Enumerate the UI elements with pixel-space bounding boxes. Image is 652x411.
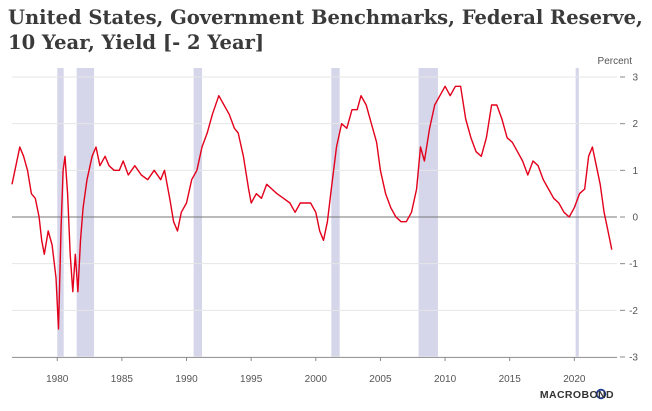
- y-axis-unit-label: Percent: [598, 56, 633, 67]
- recession-band-3: [193, 68, 203, 357]
- x-tick-label-1980: 1980: [46, 374, 69, 385]
- x-axis-ticks: 1980 1985 1990 1995 2000 2005 2010 2015 2020: [12, 357, 617, 385]
- recession-bands: [57, 68, 579, 357]
- chart-title-line-2: 10 Year, Yield [- 2 Year]: [8, 31, 265, 54]
- x-tick-label-2000: 2000: [305, 374, 328, 385]
- recession-band-4: [331, 68, 340, 357]
- recession-band-2: [76, 68, 95, 357]
- logo-text: MACROBOND: [540, 389, 614, 401]
- x-tick-label-2020: 2020: [563, 374, 586, 385]
- yield-spread-line: [11, 85, 613, 330]
- y-tick-label-0: 0: [632, 213, 638, 224]
- logo-ring: [595, 388, 607, 400]
- x-tick-label-2010: 2010: [434, 374, 457, 385]
- y-tick-label--3: -3: [629, 353, 638, 364]
- recession-band-1: [57, 68, 64, 357]
- y-tick-label--2: -2: [629, 306, 638, 317]
- y-tick-label--1: -1: [629, 259, 638, 270]
- recession-band-5: [418, 68, 438, 357]
- x-tick-label-1995: 1995: [240, 374, 263, 385]
- recession-band-6: [575, 68, 579, 357]
- x-tick-label-2005: 2005: [369, 374, 392, 385]
- x-tick-label-1990: 1990: [175, 374, 198, 385]
- chart-title-line-1: United States, Government Benchmarks, Fe…: [8, 6, 643, 29]
- chart-title: United States, Government Benchmarks, Fe…: [8, 5, 648, 55]
- macrobond-logo: MACROBOND: [540, 388, 614, 401]
- y-tick-label-1: 1: [632, 166, 638, 177]
- y-tick-label-2: 2: [632, 119, 638, 130]
- y-axis-ticks: 3 2 1 0 -1 -2 -3: [620, 73, 638, 364]
- x-tick-label-2015: 2015: [499, 374, 522, 385]
- x-tick-label-1985: 1985: [111, 374, 134, 385]
- y-tick-label-3: 3: [632, 73, 638, 84]
